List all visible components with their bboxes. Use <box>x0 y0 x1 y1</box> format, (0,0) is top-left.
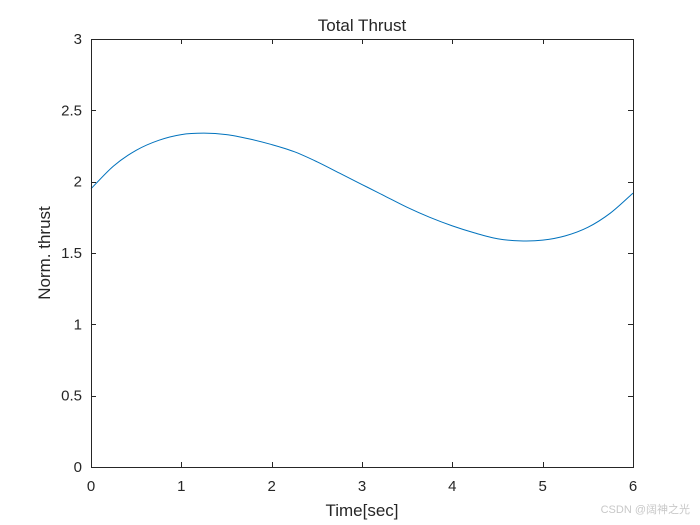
x-tick-label: 3 <box>358 478 366 495</box>
y-axis-label: Norm. thrust <box>35 206 54 300</box>
x-tick-label: 6 <box>629 478 637 495</box>
y-tick-label: 0 <box>74 459 82 476</box>
x-tick-label: 5 <box>538 478 546 495</box>
y-tick-label: 1 <box>74 316 82 333</box>
y-tick-label: 1.5 <box>61 245 82 262</box>
tick-layer: 0 1 2 3 4 5 6 0 0.5 1 1.5 2 2.5 3 <box>61 31 637 495</box>
x-tick-label: 2 <box>267 478 275 495</box>
y-tick-label: 2 <box>74 174 82 191</box>
x-tick-label: 4 <box>448 478 456 495</box>
x-tick-label: 0 <box>87 478 95 495</box>
y-tick-label: 2.5 <box>61 102 82 119</box>
chart-title: Total Thrust <box>318 16 407 35</box>
thrust-series-line <box>90 132 634 242</box>
watermark: CSDN @阔神之光 <box>600 504 690 516</box>
x-axis-label: Time[sec] <box>325 501 398 520</box>
y-tick-label: 3 <box>74 31 82 48</box>
series-layer <box>90 132 634 242</box>
y-tick-label: 0.5 <box>61 388 82 405</box>
plot-area <box>91 39 633 467</box>
x-tick-label: 1 <box>177 478 185 495</box>
